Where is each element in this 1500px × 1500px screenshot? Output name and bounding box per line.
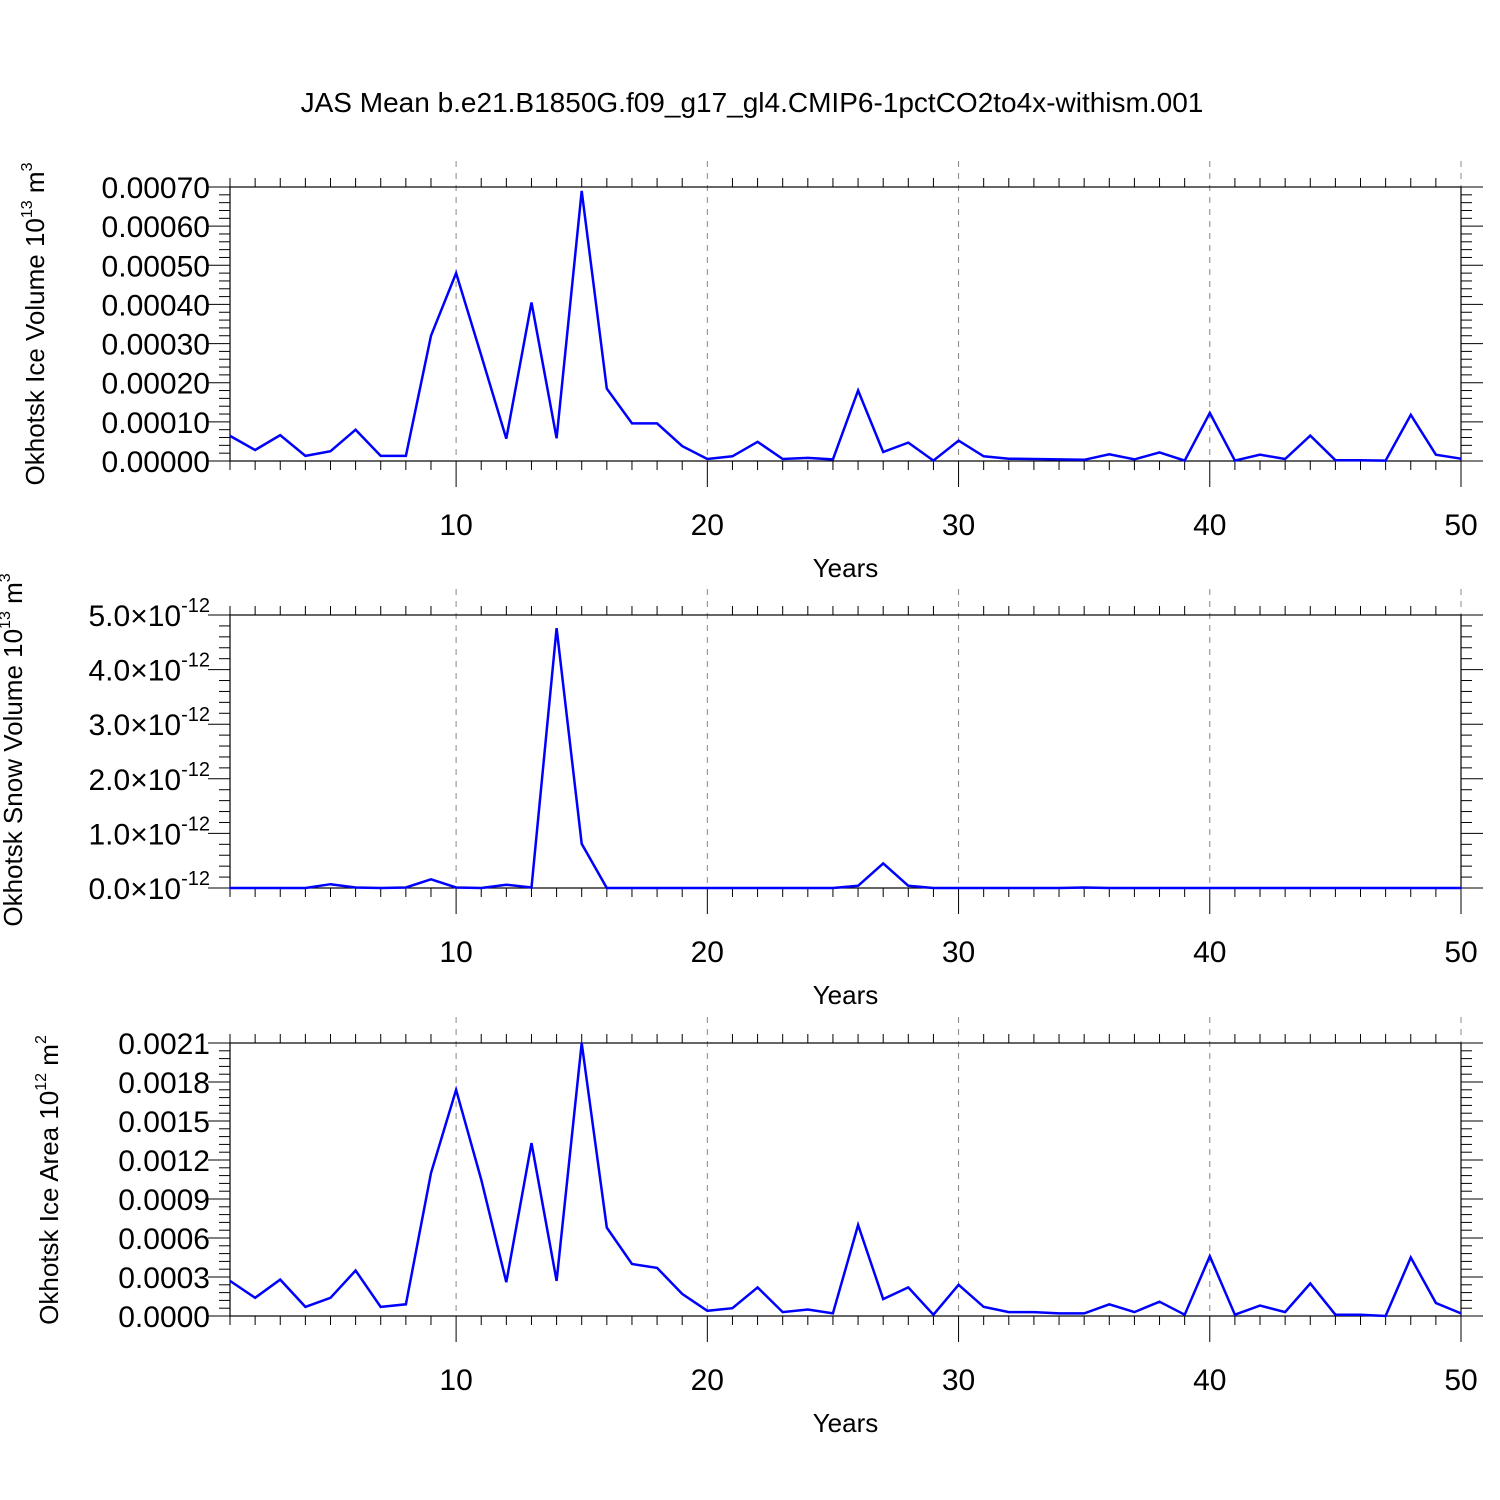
- y-axis-label: Okhotsk Snow Volume 1013 m3: [0, 573, 28, 926]
- y-tick-label: 0.00060: [102, 211, 210, 244]
- y-tick-label: 0.00000: [102, 446, 210, 479]
- y-tick-label: 0.00050: [102, 250, 210, 283]
- chart-title: JAS Mean b.e21.B1850G.f09_g17_gl4.CMIP6-…: [301, 87, 1204, 118]
- y-tick-label: 5.0×10-12: [88, 595, 210, 633]
- y-tick-label: 4.0×10-12: [88, 650, 210, 688]
- plot-frame: [229, 186, 1462, 462]
- x-tick-label: 10: [439, 936, 472, 969]
- y-tick-label: 0.0006: [118, 1223, 210, 1256]
- x-tick-label: 40: [1193, 936, 1226, 969]
- plot-frame: [229, 614, 1462, 889]
- x-tick-label: 30: [942, 509, 975, 542]
- x-axis-label: Years: [813, 553, 879, 583]
- y-tick-label: 0.0018: [118, 1067, 210, 1100]
- x-tick-label: 20: [691, 1364, 724, 1397]
- y-tick-label: 3.0×10-12: [88, 704, 210, 742]
- y-tick-label: 0.0×10-12: [88, 868, 210, 906]
- y-tick-label: 0.00010: [102, 407, 210, 440]
- y-axis-label: Okhotsk Ice Volume 1013 m3: [19, 162, 50, 485]
- series-line: [229, 1042, 1462, 1318]
- x-tick-label: 50: [1444, 936, 1477, 969]
- x-axis-label: Years: [813, 1408, 879, 1438]
- y-tick-label: 1.0×10-12: [88, 813, 210, 851]
- y-axis-label: Okhotsk Ice Area 1012 m2: [33, 1035, 64, 1325]
- x-tick-label: 20: [691, 509, 724, 542]
- x-tick-label: 10: [439, 509, 472, 542]
- x-tick-label: 50: [1444, 1364, 1477, 1397]
- x-tick-label: 30: [942, 1364, 975, 1397]
- y-tick-label: 0.0003: [118, 1262, 210, 1295]
- x-axis-label: Years: [813, 980, 879, 1010]
- series-line: [230, 627, 1461, 890]
- y-tick-label: 0.00070: [102, 172, 210, 205]
- x-tick-label: 40: [1193, 1364, 1226, 1397]
- y-tick-label: 0.0021: [118, 1028, 210, 1061]
- series-line: [229, 190, 1462, 463]
- x-tick-label: 30: [942, 936, 975, 969]
- y-tick-label: 0.0012: [118, 1145, 210, 1178]
- y-tick-label: 0.00030: [102, 329, 210, 362]
- y-tick-label: 0.00020: [102, 368, 210, 401]
- x-tick-label: 10: [439, 1364, 472, 1397]
- x-tick-label: 40: [1193, 509, 1226, 542]
- x-tick-label: 50: [1444, 509, 1477, 542]
- y-tick-label: 0.0015: [118, 1106, 210, 1139]
- y-tick-label: 2.0×10-12: [88, 759, 210, 797]
- plot-frame: [229, 1042, 1462, 1317]
- y-tick-label: 0.00040: [102, 289, 210, 322]
- x-tick-label: 20: [691, 936, 724, 969]
- y-tick-label: 0.0009: [118, 1184, 210, 1217]
- y-tick-label: 0.0000: [118, 1301, 210, 1334]
